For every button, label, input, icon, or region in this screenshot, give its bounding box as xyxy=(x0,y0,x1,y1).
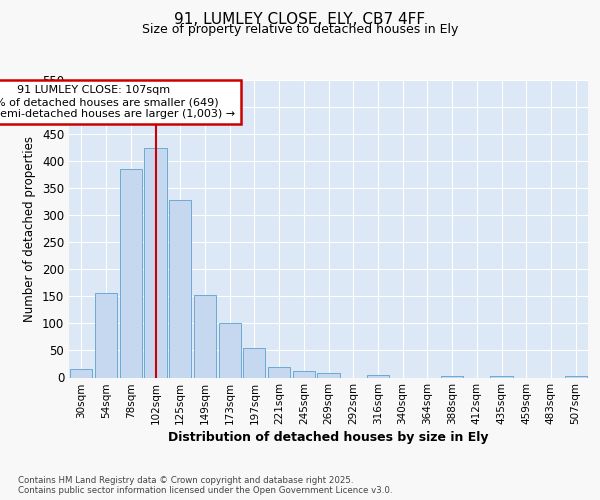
Bar xyxy=(95,292,117,378)
Text: 91, LUMLEY CLOSE, ELY, CB7 4FF: 91, LUMLEY CLOSE, ELY, CB7 4FF xyxy=(175,12,425,28)
Bar xyxy=(317,373,340,378)
Bar xyxy=(441,376,463,378)
Y-axis label: Number of detached properties: Number of detached properties xyxy=(23,136,37,322)
Bar xyxy=(70,370,92,378)
Text: 91 LUMLEY CLOSE: 107sqm
← 39% of detached houses are smaller (649)
61% of semi-d: 91 LUMLEY CLOSE: 107sqm ← 39% of detache… xyxy=(0,86,235,118)
Bar xyxy=(268,366,290,378)
Bar xyxy=(119,169,142,378)
X-axis label: Distribution of detached houses by size in Ely: Distribution of detached houses by size … xyxy=(168,432,489,444)
Text: Contains HM Land Registry data © Crown copyright and database right 2025.
Contai: Contains HM Land Registry data © Crown c… xyxy=(18,476,392,495)
Bar xyxy=(243,348,265,378)
Bar xyxy=(293,371,315,378)
Bar xyxy=(367,376,389,378)
Bar xyxy=(169,200,191,378)
Bar xyxy=(565,376,587,378)
Text: Size of property relative to detached houses in Ely: Size of property relative to detached ho… xyxy=(142,22,458,36)
Bar xyxy=(145,148,167,378)
Bar xyxy=(218,323,241,378)
Bar xyxy=(194,294,216,378)
Bar xyxy=(490,376,512,378)
